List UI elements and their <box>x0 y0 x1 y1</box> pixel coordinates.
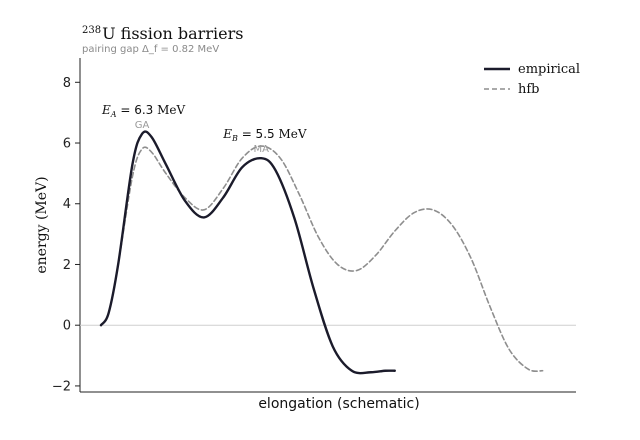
ea-subscript: A <box>110 110 117 119</box>
annotation-ea-label: EA = 6.3 MeV <box>101 103 186 119</box>
y-ticks: −2 0 2 4 6 8 <box>52 76 80 394</box>
annotation-ga-tag: GA <box>135 120 150 131</box>
y-tick-label: 0 <box>63 319 71 334</box>
legend-label-empirical: empirical <box>518 62 580 77</box>
y-tick-label: 2 <box>63 258 71 273</box>
eb-subscript: B <box>231 134 238 143</box>
annotation-ma-tag: MA <box>253 144 269 155</box>
title-superscript: 238 <box>82 25 101 36</box>
ea-value: = 6.3 <box>117 103 158 117</box>
y-tick-label: 8 <box>63 76 71 91</box>
ea-unit: MeV <box>157 103 185 117</box>
y-tick-label: 4 <box>63 197 71 212</box>
title-text: U fission barriers <box>102 24 243 43</box>
annotations: EA = 6.3 MeV GA EB = 5.5 MeV MA <box>101 103 307 155</box>
annotation-eb-label: EB = 5.5 MeV <box>222 127 307 143</box>
chart-title: 238U fission barriers <box>82 24 243 43</box>
series-line-empirical <box>99 130 396 375</box>
x-axis-title: elongation (schematic) <box>258 396 419 412</box>
eb-unit: MeV <box>278 127 306 141</box>
chart-subtitle: pairing gap Δ_f = 0.82 MeV <box>82 44 219 55</box>
y-axis-title: energy (MeV) <box>34 176 50 273</box>
series-layer <box>99 130 544 375</box>
legend-label-hfb: hfb <box>518 82 540 97</box>
y-tick-label: −2 <box>52 379 71 394</box>
eb-symbol: E <box>222 127 232 141</box>
ea-symbol: E <box>101 103 111 117</box>
series-line-hfb <box>100 145 544 373</box>
legend: empirical hfb <box>484 62 580 97</box>
y-tick-label: 6 <box>63 137 71 152</box>
eb-value: = 5.5 <box>238 127 279 141</box>
